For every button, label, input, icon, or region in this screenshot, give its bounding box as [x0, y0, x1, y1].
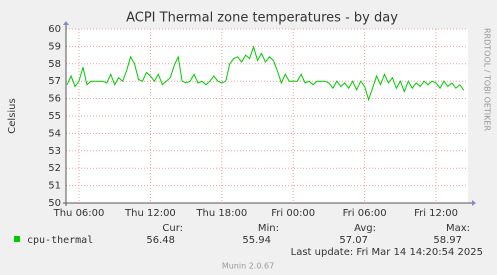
y-tick-label: 50: [48, 198, 61, 209]
stat-label: Cur:: [162, 223, 183, 234]
axis-arrow: [63, 21, 69, 25]
last-update: Last update: Fri Mar 14 14:20:54 2025: [291, 247, 483, 258]
y-tick-label: 52: [48, 163, 61, 174]
x-tick-label: Fri 00:00: [271, 208, 315, 219]
y-tick-label: 54: [48, 128, 61, 139]
x-tick-label: Fri 12:00: [414, 208, 458, 219]
y-tick-label: 56: [48, 94, 61, 105]
stat-value: 55.94: [242, 235, 271, 246]
y-axis-label: Celsius: [7, 98, 18, 133]
data-line: [66, 45, 465, 102]
y-tick-label: 59: [48, 41, 61, 52]
y-tick-label: 57: [48, 76, 61, 87]
y-tick-label: 58: [48, 59, 61, 70]
side-text: RRDTOOL / TOBI OETIKER: [483, 28, 492, 131]
stat-label: Max:: [446, 223, 470, 234]
stat-value: 56.48: [146, 235, 175, 246]
x-tick-label: Thu 06:00: [53, 208, 105, 219]
stat-value: 57.07: [339, 235, 368, 246]
x-tick-label: Fri 06:00: [343, 208, 387, 219]
stat-label: Avg:: [354, 223, 376, 234]
stat-label: Min:: [258, 223, 279, 234]
axis-arrow: [472, 200, 476, 206]
y-tick-label: 53: [48, 146, 61, 157]
y-tick-label: 51: [48, 181, 61, 192]
y-tick-label: 60: [48, 24, 61, 35]
legend-label: cpu-thermal: [27, 235, 93, 246]
x-tick-label: Thu 12:00: [124, 208, 176, 219]
x-tick-label: Thu 18:00: [195, 208, 247, 219]
legend-swatch: [14, 236, 20, 242]
stat-value: 58.97: [433, 235, 462, 246]
footer: Munin 2.0.67: [222, 262, 274, 271]
chart-title: ACPI Thermal zone temperatures - by day: [126, 11, 398, 26]
y-tick-label: 55: [48, 111, 61, 122]
